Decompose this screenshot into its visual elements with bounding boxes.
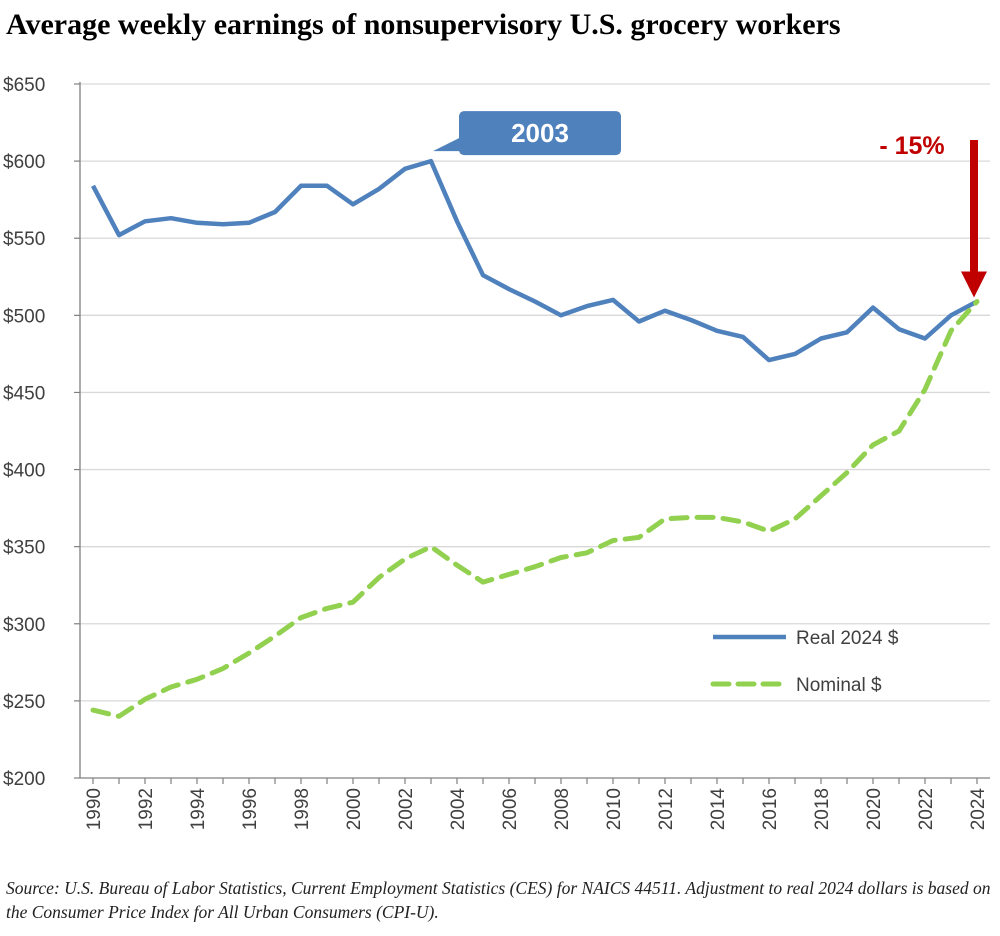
y-tick-label: $500 (3, 306, 45, 327)
legend-label-nominal: Nominal $ (796, 675, 882, 696)
y-tick-label: $650 (3, 75, 45, 96)
callout-pointer (433, 137, 461, 152)
y-tick-label: $250 (3, 692, 45, 713)
x-tick-label: 2018 (812, 788, 833, 830)
callout-label: 2003 (511, 118, 569, 148)
x-tick-label: 2014 (708, 788, 729, 831)
peak-callout: 2003 (433, 111, 621, 156)
series-line-real (91, 158, 979, 363)
x-tick-label: 2002 (396, 788, 417, 830)
x-tick-label: 2000 (344, 788, 365, 830)
chart-title: Average weekly earnings of nonsupervisor… (6, 8, 841, 41)
x-tick-label: 2010 (604, 788, 625, 830)
x-tick-label: 1996 (240, 788, 261, 830)
x-tick-label: 1992 (136, 788, 157, 830)
grid-lines (80, 83, 990, 702)
y-tick-label: $350 (3, 538, 45, 559)
x-tick-label: 2024 (968, 788, 989, 831)
arrow-shaft (970, 140, 978, 274)
axes: $200 $250 $300 $350 $400 $450 $500 $550 $600 $650… (3, 75, 990, 830)
x-tick-label: 1998 (292, 788, 313, 830)
x-tick-label: 2012 (656, 788, 677, 830)
legend-label-real: Real 2024 $ (796, 628, 899, 649)
line-chart: $200 $250 $300 $350 $400 $450 $500 $550 $600 $650… (3, 75, 990, 830)
change-label: - 15% (879, 132, 944, 160)
x-tick-label: 1990 (84, 788, 105, 830)
x-tick-label: 1994 (188, 788, 209, 831)
y-tick-label: $600 (3, 152, 45, 173)
arrow-down-icon (961, 271, 987, 298)
source-note: Source: U.S. Bureau of Labor Statistics,… (6, 878, 991, 922)
y-tick-label: $300 (3, 615, 45, 636)
series-line-nominal (90, 299, 980, 719)
legend: Real 2024 $ Nominal $ (710, 628, 899, 696)
x-tick-label: 2008 (552, 788, 573, 830)
y-tick-label: $450 (3, 383, 45, 404)
y-tick-label: $550 (3, 229, 45, 250)
y-tick-label: $400 (3, 461, 45, 482)
callout-box (459, 111, 621, 156)
x-tick-label: 2016 (760, 788, 781, 830)
x-tick-label: 2022 (916, 788, 937, 830)
change-annotation: - 15% (879, 132, 987, 298)
data-series (90, 158, 980, 719)
x-tick-label: 2004 (448, 788, 469, 831)
y-tick-label: $200 (3, 769, 45, 790)
x-tick-label: 2006 (500, 788, 521, 830)
x-tick-label: 2020 (864, 788, 885, 830)
